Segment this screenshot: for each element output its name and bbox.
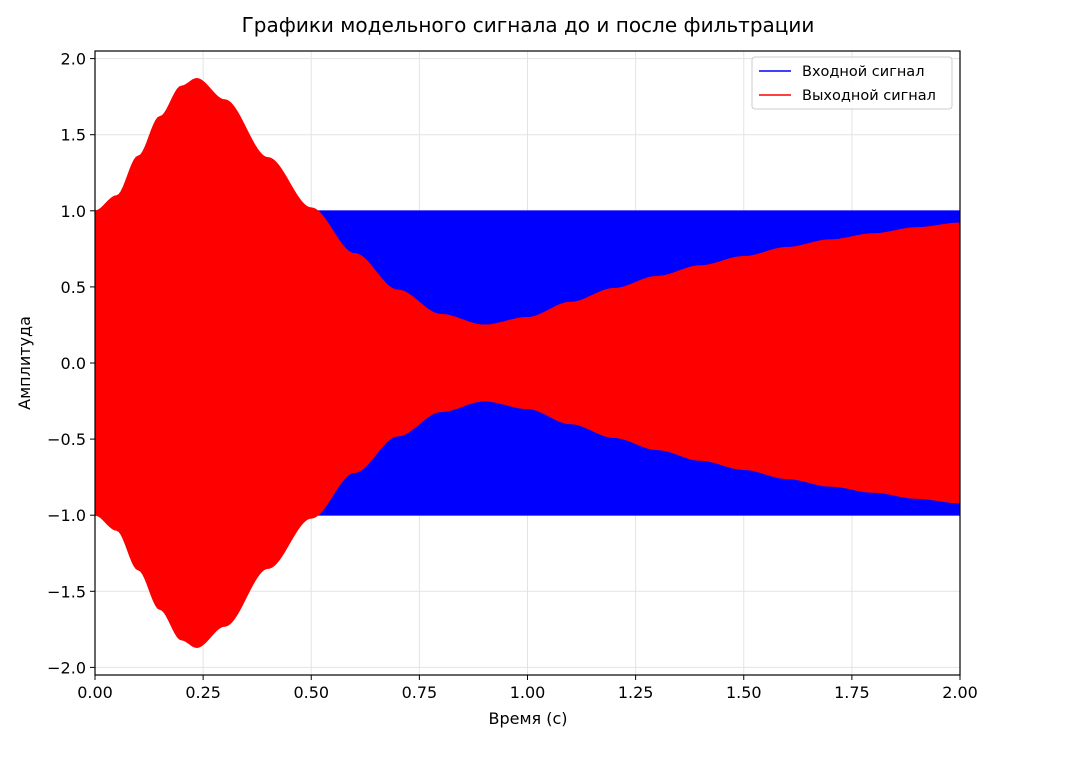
y-tick-label: 1.0 [61,202,86,221]
x-tick-label: 0.25 [185,683,221,702]
y-tick-label: −1.5 [47,582,86,601]
chart-title: Графики модельного сигнала до и после фи… [242,13,815,37]
legend-label-output: Выходной сигнал [802,88,936,104]
x-tick-label: 1.75 [834,683,870,702]
axis-ticks: 0.00 0.25 0.50 0.75 1.00 1.25 1.50 1.75 2.00 −2.0… [47,50,978,702]
y-tick-label: −1.0 [47,506,86,525]
y-tick-label: 0.0 [61,354,86,373]
x-tick-label: 1.50 [726,683,762,702]
y-axis-label: Амплитуда [15,316,34,410]
x-axis-label: Время (с) [488,709,567,728]
series-area [95,77,960,649]
x-tick-label: 0.50 [293,683,329,702]
legend-label-input: Входной сигнал [802,64,924,80]
legend: Входной сигнал Выходной сигнал [751,56,953,110]
x-tick-label: 0.00 [77,683,113,702]
y-tick-label: 2.0 [61,50,86,69]
series-line-output [95,77,960,649]
y-tick-label: −0.5 [47,430,86,449]
legend-box [751,56,953,110]
x-tick-label: 1.00 [510,683,546,702]
x-tick-label: 2.00 [942,683,978,702]
y-tick-label: −2.0 [47,658,86,677]
y-tick-label: 0.5 [61,278,86,297]
x-tick-label: 0.75 [402,683,438,702]
x-tick-label: 1.25 [618,683,654,702]
y-tick-label: 1.5 [61,126,86,145]
